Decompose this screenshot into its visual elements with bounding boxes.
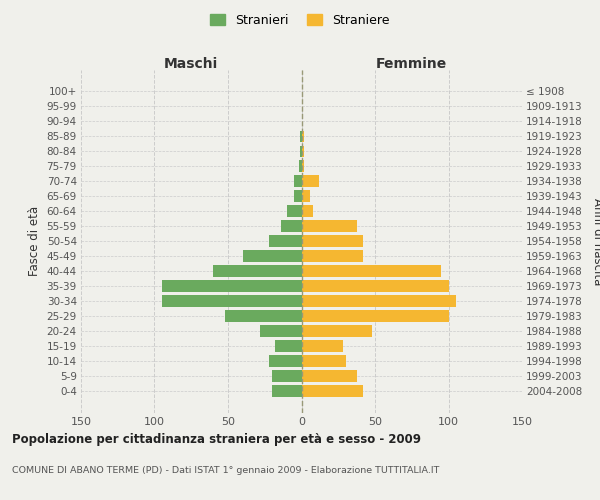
- Bar: [300, 130, 302, 142]
- Bar: [294, 176, 302, 187]
- Bar: [302, 146, 304, 157]
- Bar: [302, 370, 358, 382]
- Bar: [260, 326, 302, 337]
- Legend: Stranieri, Straniere: Stranieri, Straniere: [205, 8, 395, 32]
- Bar: [281, 220, 302, 232]
- Bar: [269, 236, 302, 247]
- Bar: [162, 280, 302, 292]
- Bar: [299, 160, 302, 172]
- Bar: [243, 250, 302, 262]
- Text: Femmine: Femmine: [376, 57, 448, 71]
- Bar: [162, 296, 302, 307]
- Bar: [302, 176, 319, 187]
- Bar: [302, 220, 358, 232]
- Bar: [302, 296, 456, 307]
- Bar: [287, 206, 302, 217]
- Bar: [214, 266, 302, 277]
- Bar: [302, 280, 449, 292]
- Y-axis label: Anni di nascita: Anni di nascita: [591, 198, 600, 285]
- Bar: [302, 250, 363, 262]
- Bar: [225, 310, 302, 322]
- Bar: [302, 356, 346, 367]
- Bar: [300, 146, 302, 157]
- Text: Popolazione per cittadinanza straniera per età e sesso - 2009: Popolazione per cittadinanza straniera p…: [12, 432, 421, 446]
- Bar: [294, 190, 302, 202]
- Y-axis label: Fasce di età: Fasce di età: [28, 206, 41, 276]
- Bar: [302, 160, 304, 172]
- Bar: [269, 356, 302, 367]
- Bar: [272, 370, 302, 382]
- Text: Maschi: Maschi: [164, 57, 218, 71]
- Bar: [302, 310, 449, 322]
- Bar: [275, 340, 302, 352]
- Bar: [302, 236, 363, 247]
- Bar: [302, 206, 313, 217]
- Bar: [302, 385, 363, 397]
- Bar: [302, 190, 310, 202]
- Bar: [272, 385, 302, 397]
- Text: COMUNE DI ABANO TERME (PD) - Dati ISTAT 1° gennaio 2009 - Elaborazione TUTTITALI: COMUNE DI ABANO TERME (PD) - Dati ISTAT …: [12, 466, 439, 475]
- Bar: [302, 340, 343, 352]
- Bar: [302, 266, 441, 277]
- Bar: [302, 130, 304, 142]
- Bar: [302, 326, 372, 337]
